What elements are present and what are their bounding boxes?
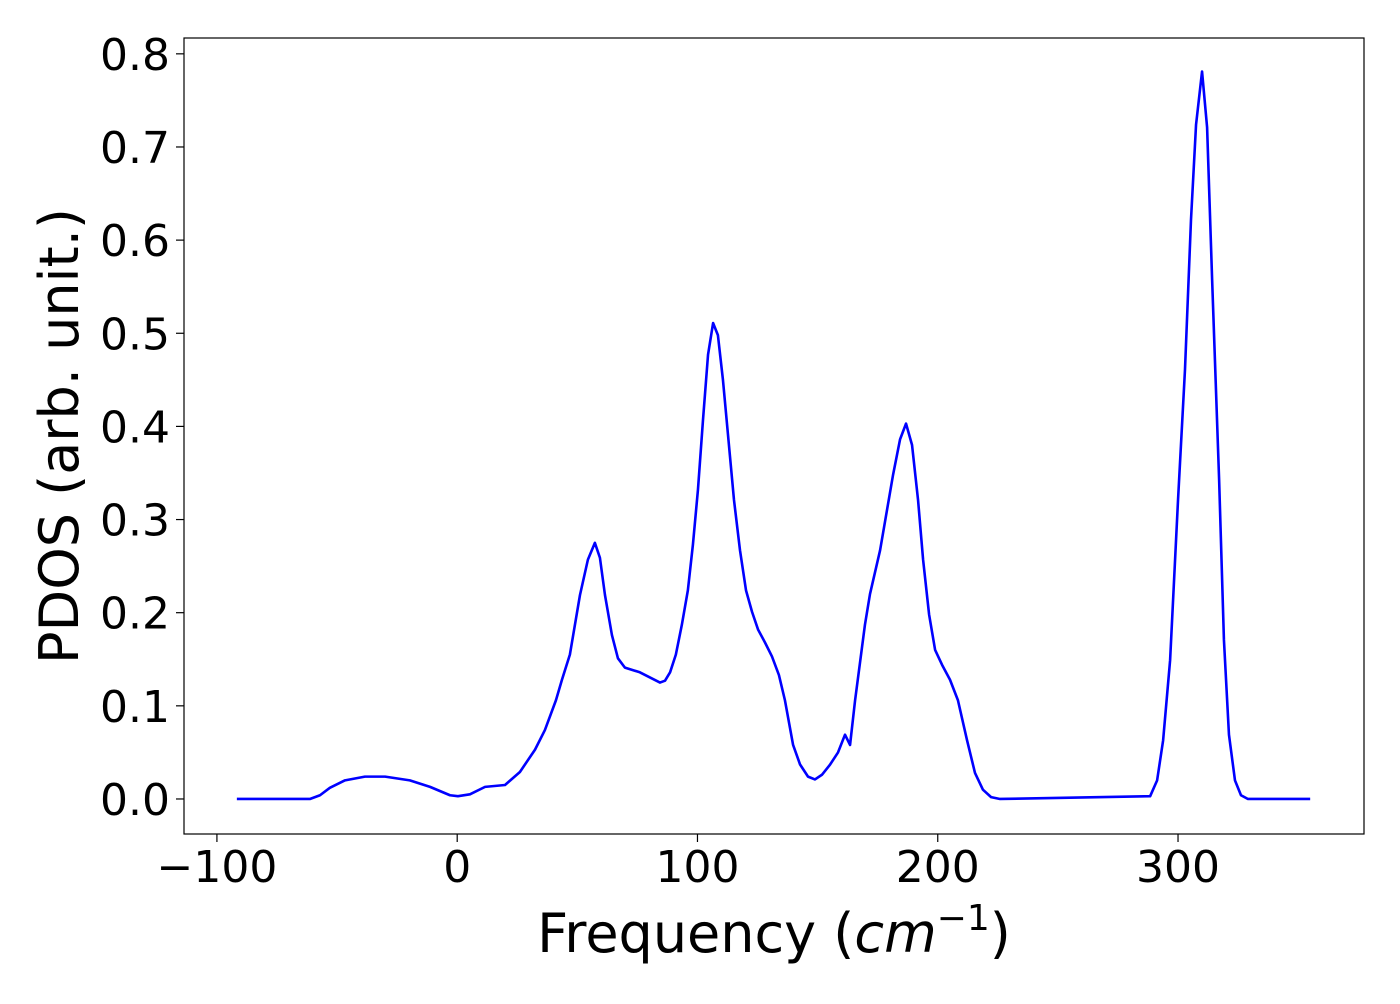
y-tick-label: 0.6 <box>100 216 170 267</box>
y-axis-label: PDOS (arb. unit.) <box>28 208 91 664</box>
y-tick-label: 0.5 <box>100 309 170 360</box>
plot-frame <box>183 37 1365 835</box>
x-label-text: Frequency ( <box>537 902 854 965</box>
y-tick-label: 0.7 <box>100 123 170 174</box>
x-tick-label: 300 <box>1136 842 1220 893</box>
x-tick-label: −100 <box>156 842 277 893</box>
x-label-unit: cm <box>854 902 936 965</box>
x-tick-label: 0 <box>443 842 471 893</box>
y-tick-label: 0.0 <box>100 775 170 826</box>
x-tick-label: 100 <box>655 842 739 893</box>
x-tick-label: 200 <box>896 842 980 893</box>
x-axis-label: Frequency (cm−1) <box>537 898 1011 965</box>
x-label-close: ) <box>990 902 1011 965</box>
y-tick-label: 0.1 <box>100 682 170 733</box>
x-label-exponent: −1 <box>937 898 990 939</box>
y-tick-label: 0.8 <box>100 30 170 81</box>
y-tick-label: 0.4 <box>100 402 170 453</box>
y-tick-label: 0.2 <box>100 589 170 640</box>
data-line <box>236 70 1311 801</box>
y-tick-label: 0.3 <box>100 496 170 547</box>
